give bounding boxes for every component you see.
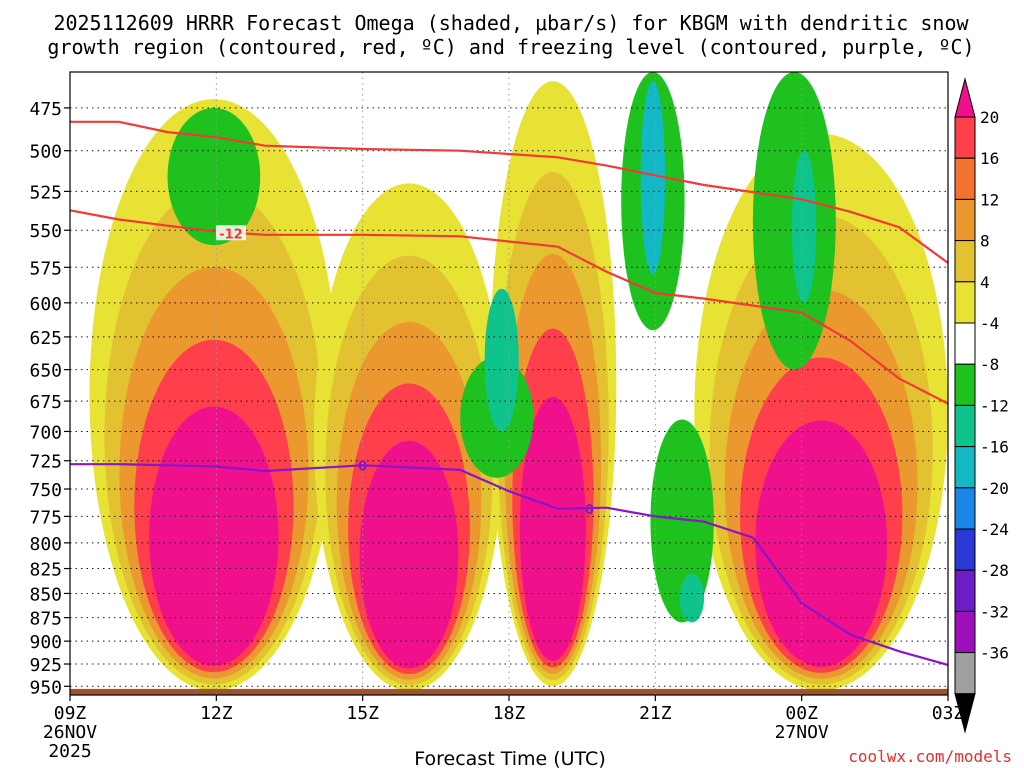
- colorbar-bin-1: [954, 157, 976, 200]
- cell-19z-level-20: [519, 396, 586, 662]
- colorbar: 20 16 12 8 4 -4 -8 -12 -16 -20 -24 -28 -32 -36: [954, 77, 1009, 734]
- y-tick-label-550: 550: [29, 221, 62, 242]
- x-tick-label-15Z: 15Z: [346, 703, 379, 724]
- colorbar-bottom-cap: [954, 693, 976, 734]
- downdraft-00z-core: [791, 150, 817, 303]
- y-tick-label-475: 475: [29, 99, 62, 120]
- contour-lines: -12 0 0: [69, 120, 949, 666]
- x-tick-label-21Z: 21Z: [639, 703, 672, 724]
- cell-late-level-20: [755, 420, 888, 667]
- dgz-contour-0: [70, 120, 949, 264]
- chart-title-line2: growth region (contoured, red, ºC) and f…: [47, 35, 974, 59]
- y-tick-label-625: 625: [29, 328, 62, 349]
- y-tick-label-900: 900: [29, 632, 62, 653]
- colorbar-bin-7: [954, 404, 976, 448]
- colorbar-bin-12: [954, 610, 976, 654]
- colorbar-bin-4: [954, 281, 976, 324]
- colorbar-label-0: 20: [980, 108, 999, 127]
- plot-area: [70, 72, 948, 695]
- colorbar-label-8: -16: [980, 438, 1009, 457]
- colorbar-label-10: -24: [980, 520, 1009, 539]
- y-tick-label-650: 650: [29, 361, 62, 382]
- x-tick-label-03Z: 03Z: [932, 703, 965, 724]
- y-tick-label-800: 800: [29, 534, 62, 555]
- colorbar-label-11: -28: [980, 561, 1009, 580]
- source-credit: coolwx.com/models: [848, 747, 1012, 766]
- x-tick-date-09Z: 26NOV: [43, 722, 97, 743]
- colorbar-bin-11: [954, 569, 976, 612]
- downdraft-21z-core: [640, 81, 666, 275]
- gridlines: [70, 72, 948, 695]
- x-tick-date-00Z: 27NOV: [775, 722, 829, 743]
- x-axis-title: Forecast Time (UTC): [414, 748, 605, 768]
- cell-16z-level-20: [359, 440, 459, 669]
- y-tick-label-675: 675: [29, 392, 62, 413]
- y-tick-label-700: 700: [29, 422, 62, 443]
- y-tick-label-775: 775: [29, 507, 62, 528]
- colorbar-label-12: -32: [980, 602, 1009, 621]
- dgz-contour-1: [69, 209, 949, 405]
- y-tick-label-500: 500: [29, 142, 62, 163]
- colorbar-label-2: 12: [980, 190, 999, 209]
- y-tick-label-725: 725: [29, 452, 62, 473]
- colorbar-label-6: -8: [980, 355, 999, 374]
- colorbar-bin-10: [954, 528, 976, 571]
- y-tick-label-875: 875: [29, 609, 62, 630]
- colorbar-label-4: 4: [980, 273, 990, 292]
- downdraft-early: [167, 107, 261, 246]
- colorbar-bin-3: [954, 240, 976, 283]
- dgz-contour-label: -12: [219, 227, 243, 242]
- omega-shading: [70, 72, 948, 695]
- x-tick-label-18Z: 18Z: [493, 703, 526, 724]
- y-tick-label-575: 575: [29, 258, 62, 279]
- colorbar-label-7: -12: [980, 396, 1009, 415]
- y-axis: 475 500 525 550 575 600 625 650 675 700 725 750 775 8…: [29, 99, 70, 698]
- cell-early-level-20: [149, 406, 279, 666]
- y-tick-label-950: 950: [29, 677, 62, 698]
- x-tick-year-09Z: 2025: [48, 741, 91, 762]
- colorbar-label-1: 16: [980, 149, 999, 168]
- x-tick-label-12Z: 12Z: [200, 703, 233, 724]
- x-tick-label-09Z: 09Z: [54, 703, 87, 724]
- y-tick-label-825: 825: [29, 560, 62, 581]
- freezing-level-label-1: 0: [585, 503, 594, 518]
- y-tick-label-600: 600: [29, 294, 62, 315]
- colorbar-bin-13: [954, 652, 976, 695]
- y-tick-label-525: 525: [29, 182, 62, 203]
- colorbar-label-13: -36: [980, 644, 1009, 663]
- downdraft-22z-core: [679, 573, 705, 623]
- colorbar-bin-8: [954, 446, 976, 489]
- colorbar-bin-6: [954, 363, 976, 406]
- colorbar-bin-0: [954, 116, 976, 159]
- ground-surface: [70, 688, 948, 695]
- y-tick-label-850: 850: [29, 584, 62, 605]
- colorbar-label-5: -4: [980, 314, 999, 333]
- colorbar-bin-2: [954, 198, 976, 242]
- y-tick-label-750: 750: [29, 480, 62, 501]
- colorbar-top-cap: [954, 77, 976, 118]
- colorbar-label-3: 8: [980, 232, 990, 251]
- downdraft-18z-core: [484, 288, 519, 432]
- colorbar-bin-9: [954, 487, 976, 530]
- colorbar-label-9: -20: [980, 479, 1009, 498]
- colorbar-bin-5: [954, 322, 976, 365]
- freezing-level-label-0: 0: [358, 459, 367, 474]
- dgz-label-bg: [215, 225, 246, 241]
- x-tick-label-00Z: 00Z: [785, 703, 818, 724]
- chart-title-line1: 2025112609 HRRR Forecast Omega (shaded, …: [53, 11, 969, 35]
- downdraft-22z: [650, 419, 714, 623]
- y-tick-label-925: 925: [29, 655, 62, 676]
- freezing-level-contour: [70, 463, 949, 666]
